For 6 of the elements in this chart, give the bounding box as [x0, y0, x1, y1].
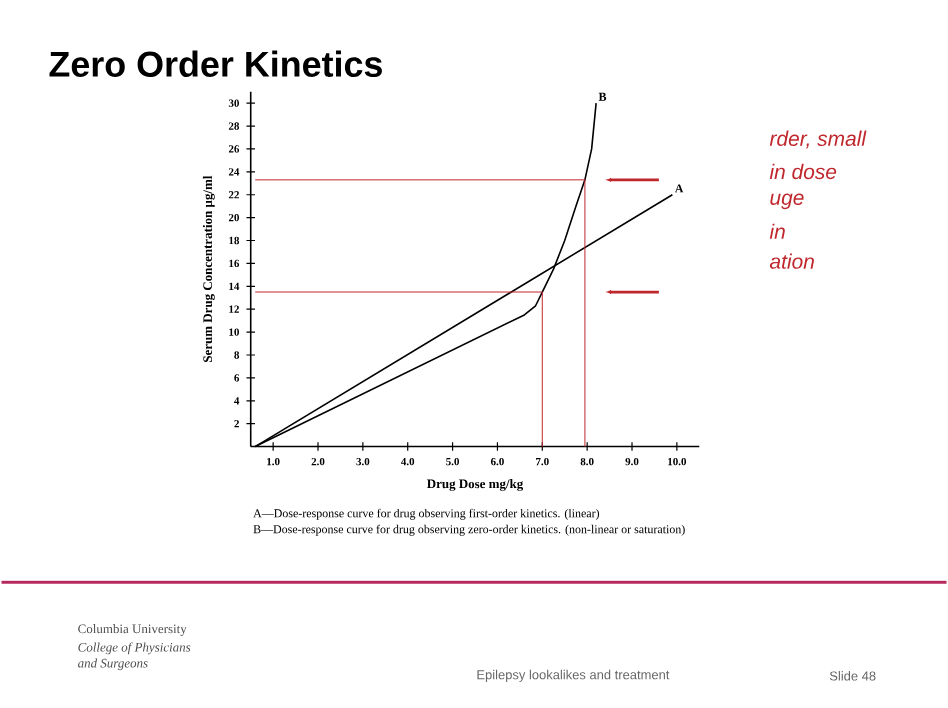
chart-title: Zero Order Kinetics — [49, 50, 382, 78]
text: uge — [770, 193, 804, 210]
text: ation — [769, 253, 814, 269]
text: in — [769, 223, 785, 239]
text: in dose — [769, 163, 837, 180]
text: rder, small — [769, 130, 867, 149]
